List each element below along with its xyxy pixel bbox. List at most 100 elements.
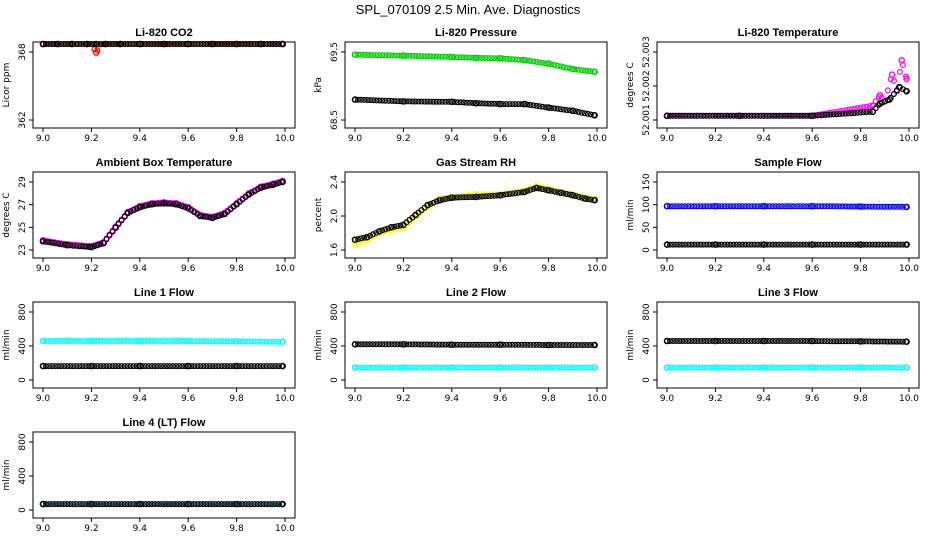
x-tick-label: 9.6 <box>805 394 820 404</box>
data-point <box>448 53 456 61</box>
data-point <box>376 364 383 371</box>
data-point <box>548 61 555 68</box>
data-point <box>682 203 689 210</box>
series-black <box>351 184 598 243</box>
panel-title: Li-820 Temperature <box>738 27 839 39</box>
data-point <box>772 364 779 371</box>
x-tick-label: 9.8 <box>853 394 868 404</box>
data-point <box>124 501 131 508</box>
x-tick-label: 10.0 <box>275 264 295 274</box>
data-point <box>427 53 434 60</box>
data-point <box>106 338 113 345</box>
data-point <box>878 241 885 248</box>
data-point <box>182 40 189 47</box>
data-point <box>479 100 486 107</box>
data-point <box>663 112 671 120</box>
data-point <box>457 99 464 106</box>
data-point <box>112 338 119 345</box>
data-point <box>536 103 543 110</box>
x-tick-label: 9.4 <box>757 134 772 144</box>
data-point <box>161 338 168 345</box>
data-point <box>763 241 770 248</box>
data-point <box>869 364 876 371</box>
data-point <box>781 241 788 248</box>
data-point <box>221 338 228 345</box>
data-point <box>182 363 189 370</box>
data-point <box>896 83 903 91</box>
data-point <box>886 96 893 103</box>
data-point <box>351 236 359 243</box>
x-tick-label: 9.4 <box>757 394 772 404</box>
data-point <box>673 203 680 210</box>
data-point <box>266 338 273 345</box>
data-point <box>539 342 546 349</box>
data-point <box>563 191 570 198</box>
y-tick-label: 50 <box>642 221 652 233</box>
data-point <box>736 112 743 120</box>
y-axis-label: ml/min <box>314 329 324 360</box>
data-point <box>488 341 495 348</box>
data-point <box>127 363 134 370</box>
data-point <box>409 341 416 348</box>
data-point <box>221 501 228 508</box>
y-tick-label: 800 <box>18 433 28 450</box>
data-point <box>179 501 186 508</box>
data-point <box>457 341 464 348</box>
data-point <box>748 338 755 345</box>
data-point <box>83 40 90 48</box>
data-point <box>45 501 52 508</box>
data-point <box>563 106 570 113</box>
x-tick-label: 9.6 <box>493 264 508 274</box>
data-point <box>203 40 210 47</box>
data-point <box>142 202 149 209</box>
data-point <box>496 364 504 371</box>
data-point <box>851 109 858 116</box>
data-point <box>679 203 686 210</box>
data-point <box>269 40 276 47</box>
x-tick-label: 9.0 <box>36 524 51 534</box>
data-point <box>727 364 734 371</box>
data-point <box>496 100 504 108</box>
data-point <box>724 241 731 248</box>
data-point <box>896 203 903 210</box>
data-point <box>61 338 68 345</box>
data-point <box>479 364 486 371</box>
data-point <box>521 100 528 108</box>
data-point <box>275 363 282 370</box>
data-point <box>476 54 483 61</box>
data-point <box>872 241 879 248</box>
data-point <box>739 364 746 371</box>
data-point <box>472 54 480 62</box>
data-point <box>863 364 870 371</box>
data-point <box>787 338 794 345</box>
data-point <box>91 338 98 345</box>
data-point <box>73 338 80 345</box>
data-point <box>836 338 843 345</box>
data-point <box>876 100 884 107</box>
data-point <box>260 40 267 47</box>
data-point <box>566 364 573 371</box>
data-point <box>100 363 107 370</box>
data-point <box>748 241 755 248</box>
data-point <box>64 501 71 508</box>
data-point <box>845 203 852 210</box>
data-point <box>503 191 510 198</box>
data-point <box>148 40 155 47</box>
data-point <box>536 59 543 66</box>
y-tick-label: 52.001 <box>642 104 652 136</box>
data-point <box>803 364 810 371</box>
data-point <box>136 203 144 211</box>
data-point <box>527 341 534 348</box>
data-point <box>85 338 92 345</box>
data-point <box>254 40 261 47</box>
data-point <box>521 364 528 371</box>
data-point <box>106 501 113 508</box>
y-axis-label: ml/min <box>626 329 636 360</box>
data-point <box>176 363 183 370</box>
data-point <box>739 241 746 248</box>
data-point <box>221 40 228 47</box>
data-point <box>575 342 582 349</box>
data-point <box>49 338 56 345</box>
panel-co2: Li-820 CO2 Licor ppm 9.0 9.2 9.4 9.6 9.8 10.0 36… <box>2 27 296 144</box>
plot-frame <box>344 41 608 129</box>
